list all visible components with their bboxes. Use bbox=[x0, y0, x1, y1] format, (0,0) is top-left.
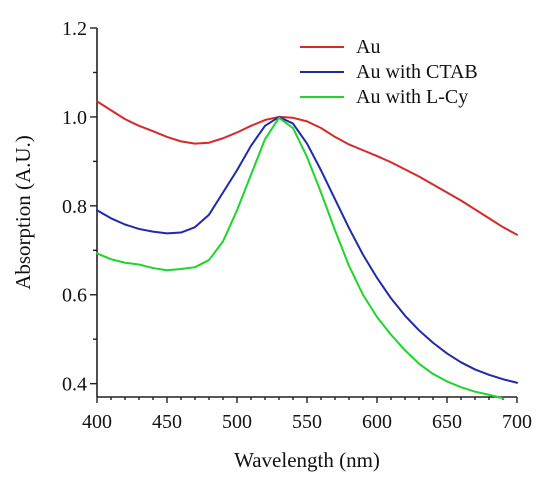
series-line bbox=[96, 100, 518, 236]
y-tick-label: 1.2 bbox=[62, 18, 87, 40]
x-tick-label: 500 bbox=[222, 411, 252, 433]
x-tick-label: 400 bbox=[82, 411, 112, 433]
y-tick-label: 0.4 bbox=[62, 374, 87, 396]
legend: Au Au with CTAB Au with L-Cy bbox=[300, 36, 478, 108]
x-tick-label: 600 bbox=[362, 411, 392, 433]
axes bbox=[96, 28, 517, 398]
ticks: 400 450 500 550 600 650 700 0.4 0.6 0.8 1.0 1.2 bbox=[62, 18, 532, 433]
y-axis-title: Absorption (A.U.) bbox=[11, 135, 35, 290]
x-tick-label: 450 bbox=[152, 411, 182, 433]
x-tick-label: 650 bbox=[432, 411, 462, 433]
x-tick-label: 550 bbox=[292, 411, 322, 433]
legend-label: Au with L-Cy bbox=[356, 86, 468, 108]
x-axis-title: Wavelength (nm) bbox=[234, 448, 380, 472]
y-tick-label: 0.8 bbox=[62, 196, 87, 218]
x-tick-label: 700 bbox=[502, 411, 532, 433]
series-layer bbox=[96, 100, 518, 400]
series-line bbox=[96, 116, 504, 400]
y-tick-label: 0.6 bbox=[62, 285, 87, 307]
y-tick-label: 1.0 bbox=[62, 107, 87, 129]
legend-label: Au with CTAB bbox=[356, 61, 478, 83]
legend-label: Au bbox=[356, 36, 380, 58]
series-line bbox=[96, 115, 518, 384]
